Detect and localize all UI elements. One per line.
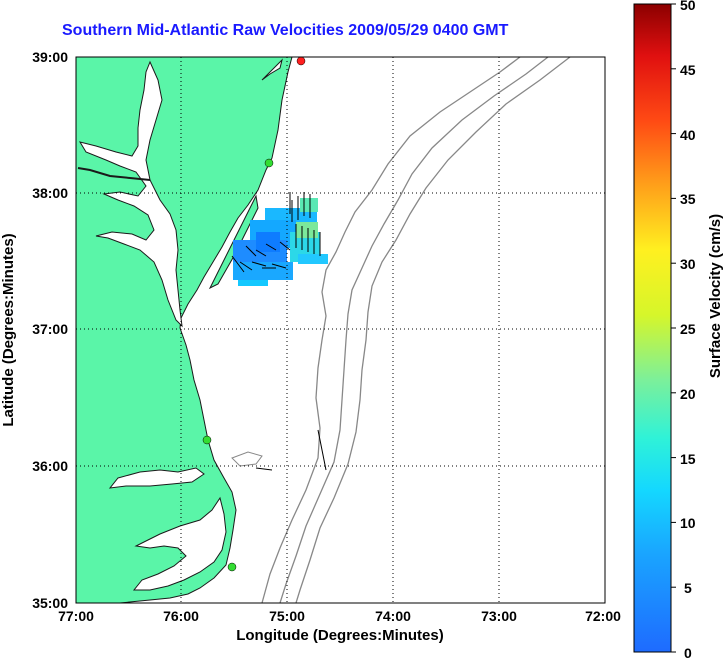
x-axis-ticks: 77:00 76:00 75:00 74:00 73:00 72:00 [58,608,621,624]
colorbar-tick-label: 10 [680,515,696,531]
y-tick-label: 35:00 [32,595,68,611]
y-tick-label: 36:00 [32,458,68,474]
y-axis-label: Latitude (Degrees:Minutes) [0,233,17,426]
colorbar-tick-label: 25 [680,321,696,337]
colorbar-tick-label: 50 [680,0,696,13]
x-tick-label: 77:00 [58,608,94,624]
isobath-inner [261,57,521,603]
plot-frame [75,56,606,604]
x-tick-label: 76:00 [163,608,199,624]
station-marker[interactable] [202,435,212,445]
velocity-field [233,198,328,286]
colorbar-tick-label: 5 [684,580,692,596]
station-marker[interactable] [227,562,237,572]
map-title: Southern Mid-Atlantic Raw Velocities 200… [62,22,509,39]
y-tick-label: 39:00 [32,49,68,65]
colorbar-tick-labels: 50 45 40 35 30 25 20 15 10 5 0 [680,0,696,659]
colorbar-tick-label: 35 [680,191,696,207]
colorbar-ticks [671,3,676,653]
colorbar-tick-label: 40 [680,127,696,143]
isobath-outer [295,57,571,603]
chesapeake-bay [78,60,183,328]
y-axis-ticks: 39:00 38:00 37:00 36:00 35:00 [32,49,68,611]
isobath-shelf-small [231,451,263,467]
x-tick-label: 75:00 [269,608,305,624]
station-marker[interactable] [264,158,274,168]
x-axis-label: Longitude (Degrees:Minutes) [236,627,444,644]
colorbar [633,3,672,653]
y-tick-label: 38:00 [32,185,68,201]
delaware-bay [261,58,283,81]
land-mainland [76,57,293,603]
pamlico-sound [132,496,227,591]
map-grid [76,57,605,603]
station-marker[interactable] [296,57,306,66]
colorbar-label: Surface Velocity (cm/s) [707,214,724,378]
potomac-river [77,167,151,181]
x-tick-label: 73:00 [481,608,517,624]
x-tick-label: 72:00 [585,608,621,624]
y-tick-label: 37:00 [32,321,68,337]
velocity-vectors [231,192,327,471]
x-tick-label: 74:00 [375,608,411,624]
isobath-mid [279,57,549,603]
colorbar-tick-label: 0 [684,645,692,659]
colorbar-tick-label: 20 [680,386,696,402]
colorbar-tick-label: 45 [680,62,696,78]
colorbar-tick-label: 15 [680,451,696,467]
colorbar-tick-label: 30 [680,256,696,272]
